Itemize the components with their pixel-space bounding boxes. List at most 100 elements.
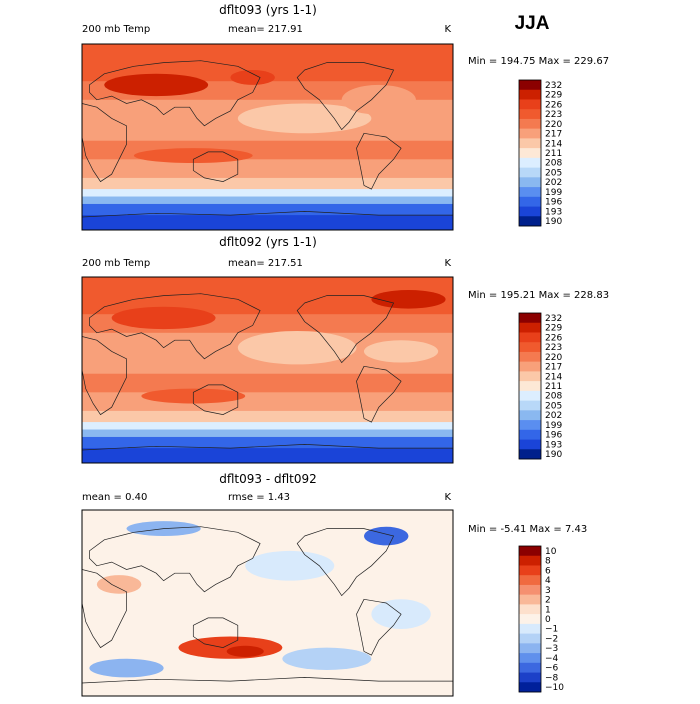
coastline — [82, 103, 127, 183]
coastline — [82, 211, 453, 218]
map-anomaly — [363, 526, 409, 546]
coastline — [82, 336, 127, 416]
colorbar-tick-label: 193 — [545, 440, 562, 450]
panel-2: dflt092 (yrs 1-1) 200 mb Temp mean= 217.… — [81, 235, 609, 464]
colorbar-tick-label: 3 — [545, 586, 551, 596]
coastline — [356, 365, 402, 423]
map-band — [82, 410, 453, 423]
map-band — [82, 189, 453, 198]
colorbar-swatch — [519, 575, 541, 586]
colorbar-tick-label: 199 — [545, 421, 562, 431]
map-band — [82, 203, 453, 216]
coastline — [89, 293, 261, 360]
coastline — [296, 528, 395, 597]
colorbar-tick-label: −6 — [545, 664, 559, 674]
map-frame — [81, 43, 454, 231]
colorbar-swatch — [519, 177, 541, 188]
panel-3-minmax: Min = -5.41 Max = 7.43 — [468, 524, 587, 535]
map-band — [82, 215, 453, 230]
map-band — [82, 196, 453, 205]
colorbar-tick-label: 2 — [545, 596, 551, 606]
colorbar-tick-label: 223 — [545, 343, 562, 353]
map-band — [82, 373, 453, 393]
coastline — [356, 132, 402, 190]
panel-2-field-label: 200 mb Temp — [82, 258, 150, 269]
colorbar-swatch — [519, 410, 541, 421]
colorbar-swatch — [519, 604, 541, 615]
map-band — [82, 448, 453, 463]
colorbar-tick-label: 229 — [545, 324, 562, 334]
colorbar-swatch — [519, 633, 541, 644]
coastline — [356, 598, 402, 656]
colorbar-tick-label: 193 — [545, 207, 562, 217]
map-anomaly — [341, 84, 416, 115]
colorbar-swatch — [519, 555, 541, 566]
colorbar-swatch — [519, 361, 541, 372]
colorbar-tick-label: 211 — [545, 149, 562, 159]
colorbar-tick-label: 190 — [545, 217, 562, 227]
colorbar-tick-label: 220 — [545, 353, 562, 363]
colorbar-swatch — [519, 381, 541, 392]
colorbar-tick-label: 196 — [545, 198, 562, 208]
panel-3-units: K — [444, 492, 451, 503]
panel-1-field-label: 200 mb Temp — [82, 24, 150, 35]
colorbar-tick-label: −1 — [545, 625, 558, 635]
colorbar-swatch — [519, 206, 541, 217]
colorbar-swatch — [519, 148, 541, 159]
map-anomaly — [89, 658, 164, 678]
colorbar-tick-label: 211 — [545, 382, 562, 392]
map-anomaly — [363, 340, 439, 363]
colorbar-tick-label: 232 — [545, 314, 562, 324]
colorbar-swatch — [519, 682, 541, 693]
colorbar-tick-label: 8 — [545, 557, 551, 567]
colorbar-swatch — [519, 565, 541, 576]
panel-2-mean-label: mean= 217.51 — [228, 258, 303, 269]
colorbar-tick-label: 214 — [545, 372, 562, 382]
colorbar-swatch — [519, 429, 541, 440]
season-label: JJA — [515, 13, 550, 34]
panel-1-map — [81, 43, 454, 231]
map-anomaly — [96, 575, 142, 594]
map-frame — [81, 276, 454, 464]
coastline — [82, 444, 453, 451]
map-anomaly — [178, 636, 283, 659]
coastline — [296, 295, 395, 364]
coastline — [192, 384, 239, 415]
colorbar-frame — [518, 79, 542, 227]
colorbar-swatch — [519, 157, 541, 168]
colorbar-swatch — [519, 109, 541, 120]
colorbar-tick-label: −2 — [545, 634, 558, 644]
colorbar-swatch — [519, 196, 541, 207]
colorbar-tick-label: 196 — [545, 431, 562, 441]
map-anomaly — [226, 645, 264, 657]
panel-2-minmax: Min = 195.21 Max = 228.83 — [468, 290, 609, 301]
colorbar-swatch — [519, 351, 541, 362]
colorbar-tick-label: 190 — [545, 450, 562, 460]
colorbar-swatch — [519, 313, 541, 324]
map-band — [82, 177, 453, 190]
colorbar-tick-label: −4 — [545, 654, 559, 664]
map-anomaly — [237, 330, 357, 365]
colorbar-swatch — [519, 99, 541, 110]
panel-1-colorbar: 2322292262232202172142112082052021991961… — [518, 79, 562, 227]
map-frame — [81, 509, 454, 697]
map-anomaly — [237, 103, 372, 134]
colorbar-swatch — [519, 342, 541, 353]
panel-1-mean-label: mean= 217.91 — [228, 24, 303, 35]
colorbar-swatch — [519, 216, 541, 227]
colorbar-swatch — [519, 584, 541, 595]
map-anomaly — [230, 70, 275, 85]
colorbar-swatch — [519, 332, 541, 343]
colorbar-frame — [518, 312, 542, 460]
colorbar-swatch — [519, 643, 541, 654]
panel-3: dflt093 - dflt092 mean = 0.40 rmse = 1.4… — [81, 472, 587, 697]
colorbar-swatch — [519, 623, 541, 634]
panel-3-map — [81, 509, 454, 697]
panel-3-title: dflt093 - dflt092 — [219, 472, 317, 486]
colorbar-tick-label: 6 — [545, 566, 551, 576]
colorbar-swatch — [519, 449, 541, 460]
coastline — [192, 617, 239, 648]
colorbar-tick-label: 205 — [545, 401, 562, 411]
colorbar-swatch — [519, 167, 541, 178]
panel-2-title: dflt092 (yrs 1-1) — [219, 235, 317, 249]
